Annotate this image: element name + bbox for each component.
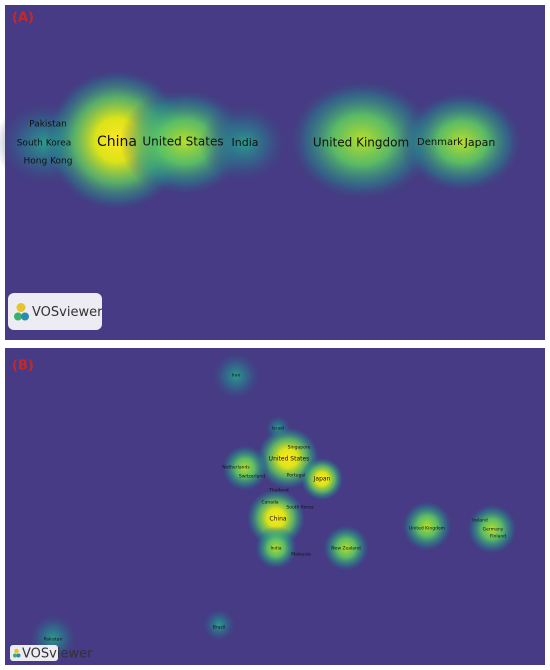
term-label: South Korea [286,505,314,511]
term-label: Denmark [417,137,463,148]
panel-label: (A) [12,11,34,26]
logo-icon [14,312,22,321]
logo-box [10,645,58,661]
term-label: United States [142,135,223,149]
label-layer: Pakistan South Korea Hong Kong China United … [8,11,506,662]
density-blob [300,457,344,501]
logo-icon [14,648,19,654]
term-label: Singapore [288,445,311,451]
term-label: United Kingdom [313,136,409,150]
term-label: Japan [464,136,496,149]
term-label: Finland [490,534,506,540]
term-label: India [270,546,281,552]
term-label: Brazil [213,625,226,631]
logo-box [8,293,102,330]
term-label: Israel [272,426,284,432]
term-label: Iran [232,373,241,379]
term-label: Thailand [268,488,288,494]
term-label: China [269,516,286,523]
term-label: Japan [313,476,331,483]
density-blob [466,503,518,555]
density-blob [254,526,298,570]
density-blob [400,90,524,194]
logo-icon [21,312,29,321]
term-label: Canada [261,500,278,506]
term-label: Pakistan [29,120,67,130]
density-blob [322,524,370,572]
term-label: Ireland [472,518,488,524]
density-blob [221,444,269,492]
term-label: India [232,136,259,149]
panel-label: (B) [12,359,34,374]
logo-text: VOSviewer [22,647,93,662]
term-label: South Korea [17,139,72,149]
term-label: Portugal [287,473,306,479]
logo-icon [16,653,21,658]
density-blob [210,350,262,402]
term-label: United States [269,456,310,463]
term-label: New Zealand [331,546,361,552]
term-label: China [97,134,137,150]
density-layer [0,68,524,664]
term-label: Malaysia [291,552,311,558]
term-label: Switzerland [239,474,265,480]
logo-icon [13,653,17,658]
term-label: United Kingdom [409,526,445,532]
density-blob [201,607,237,643]
logo-icon [16,303,26,312]
term-label: Hong Kong [24,157,73,167]
density-blob [287,78,437,202]
logo-text: VOSviewer [32,305,103,320]
density-blob [200,101,290,185]
term-label: Pakistan [44,637,63,643]
term-label: Germany [483,527,504,533]
term-label: Netherlands [222,465,250,471]
density-blob [401,500,453,552]
